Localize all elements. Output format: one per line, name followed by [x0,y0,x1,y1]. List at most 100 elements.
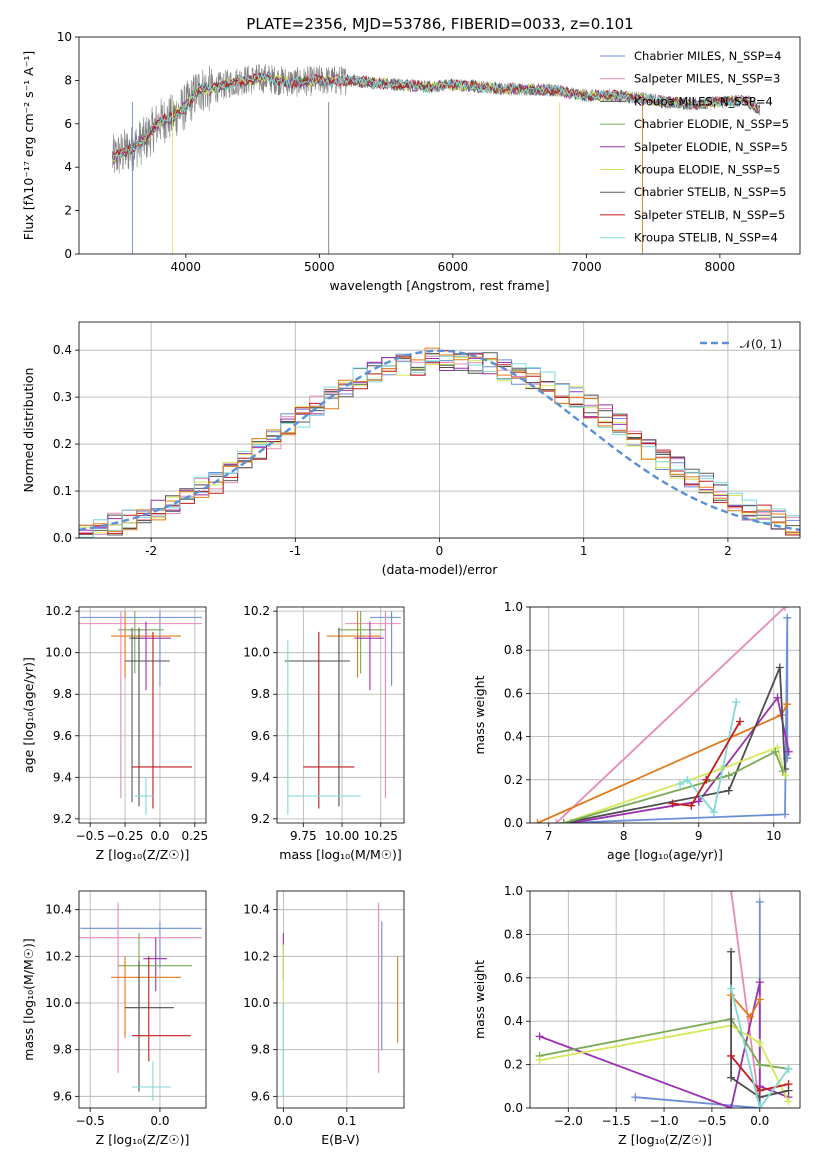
x-tick-label: 10 [766,829,781,843]
axes-frame [276,890,405,1109]
age-vs-mass-panel: 9.75 10.00 10.25 9.2 9.4 9.6 9.8 10.0 10.2 mass [… [243,604,405,862]
y-tick-label: 10.0 [45,646,72,660]
y-tick-label: 0.4 [504,1014,523,1028]
x-tick-label: −1.0 [649,1114,678,1128]
x-tick-label: -1 [289,544,301,558]
massweight-marker [746,1012,755,1021]
y-tick-label: 10.0 [243,996,270,1010]
massweight-marker [727,984,736,993]
x-tick-label: 10.25 [364,829,398,843]
y-axis-label: mass weight [472,960,487,1039]
massweight-line [563,667,786,823]
y-tick-label: 10.2 [45,604,72,618]
massweight-marker [727,891,736,895]
x-tick-label: 9.75 [290,829,317,843]
x-tick-label: -2 [145,544,157,558]
y-tick-label: 9.6 [251,729,270,743]
massweight-marker [784,1064,793,1073]
massweight-vs-z-panel: −2.0 −1.5 −1.0 −0.5 0.0 0.0 0.2 0.4 0.6 0.8 1.0 Z [… [472,884,801,1147]
y-tick-label: 0.8 [504,927,523,941]
x-tick-label: −0.25 [107,829,144,843]
massweight-marker [784,1080,793,1089]
massweight-marker [552,819,561,823]
y-tick-label: 10.2 [243,604,270,618]
massweight-marker [676,780,684,789]
y-tick-label: 8 [64,73,72,87]
x-tick-label: 6000 [438,260,469,274]
massweight-marker [755,995,764,1004]
axes-frame [78,890,207,1109]
errorbar-plot-area [79,902,202,1101]
massweight-line [730,951,789,1099]
massweight-marker [755,1060,764,1069]
massweight-marker [736,717,744,726]
y-tick-label: 0.8 [504,643,523,657]
y-tick-label: 0.3 [53,390,72,404]
x-tick-label: 2 [724,544,732,558]
massweight-marker [533,819,542,823]
y-axis-label: Normed distribution [21,368,36,493]
massweight-marker [724,786,733,795]
x-axis-label: Z [log₁₀(Z/Z☉)] [618,1132,712,1147]
y-tick-label: 9.8 [251,687,270,701]
y-axis-label: Flux [fλ10⁻¹⁷ erg cm⁻² s⁻¹ A⁻¹] [21,51,36,240]
y-tick-label: 10.0 [243,646,270,660]
massweight-marker [773,693,782,702]
y-tick-label: 0.4 [504,730,523,744]
massweight-line [730,988,790,1108]
massweight-marker [631,1093,640,1102]
y-tick-label: 9.4 [53,770,72,784]
y-tick-label: 0.2 [504,773,523,787]
y-tick-label: 9.4 [251,770,270,784]
massweight-marker [784,1097,793,1106]
y-tick-label: 1.0 [504,884,523,898]
x-tick-label: −1.5 [602,1114,631,1128]
y-tick-label: 9.8 [53,1043,72,1057]
y-tick-label: 6 [64,117,72,131]
x-tick-label: 7 [545,829,553,843]
y-axis-label: mass [log₁₀(M/M☉)] [21,938,36,1060]
y-tick-label: 2 [64,204,72,218]
massweight-marker [727,1104,736,1108]
y-tick-label: 9.2 [53,812,72,826]
spectrum-panel: 4000 5000 6000 7000 8000 0 2 4 6 8 10 wavelength [A… [21,30,801,293]
massweight-marker [775,663,784,672]
y-tick-label: 10.4 [243,903,270,917]
x-tick-label: 0.25 [181,829,208,843]
x-tick-label: 10.00 [325,829,359,843]
massweight-marker [783,700,792,709]
massweight-marker [771,747,780,756]
massweight-marker [702,775,711,784]
axes-frame [78,606,207,824]
spectrum-plot-area [111,64,761,254]
y-tick-label: 10.4 [45,903,72,917]
axes-frame [529,606,801,824]
massweight-marker [683,775,692,784]
massweight-line [539,1017,789,1070]
y-tick-label: 9.6 [53,729,72,743]
y-tick-label: 0.0 [504,1101,523,1115]
y-tick-label: 9.8 [251,1043,270,1057]
massweight-marker [755,1038,764,1047]
y-tick-label: 10.0 [45,996,72,1010]
y-tick-label: 9.6 [251,1089,270,1103]
y-tick-label: 0.2 [504,1058,523,1072]
massweight-marker [755,1104,764,1108]
massweight-line [679,701,738,815]
legend-entry: Chabrier MILES, N_SSP=4 [634,49,781,63]
x-tick-label: 1 [580,544,588,558]
x-tick-label: 0.1 [337,1114,356,1128]
age-vs-z-panel: −0.5 −0.25 0.0 0.25 9.2 9.4 9.6 9.8 10.0 10.2 Z [l… [21,604,208,862]
model-spectrum-line [111,73,761,162]
legend-entry: Kroupa MILES, N_SSP=4 [634,94,773,108]
massweight-marker [784,747,793,756]
massweight-marker [755,978,764,987]
massweight-marker [559,819,568,823]
massweight-marker [778,767,787,776]
x-axis-label: E(B-V) [321,1132,360,1147]
massweight-marker [727,1051,736,1060]
y-tick-label: 0.0 [53,531,72,545]
massweight-plot-area [533,607,793,823]
massweight-marker [535,1056,544,1065]
